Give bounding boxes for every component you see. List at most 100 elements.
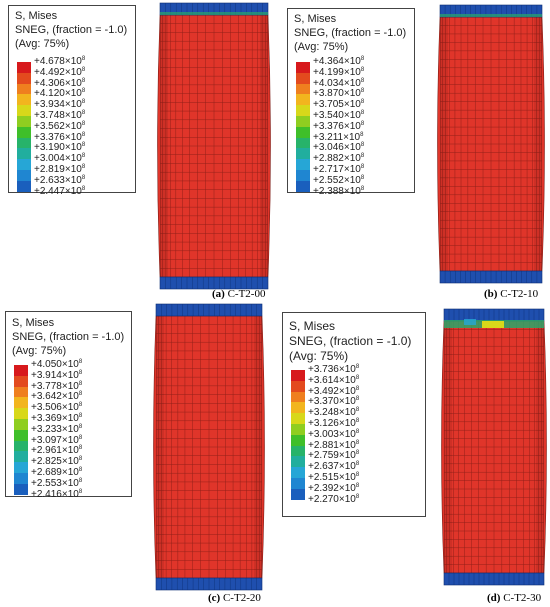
legend-swatch [296, 72, 310, 84]
legend-swatch [291, 434, 305, 446]
legend-value: +2.388×108 [313, 185, 365, 197]
legend-swatch [17, 72, 31, 84]
legend-swatch [14, 483, 28, 495]
legend-swatch [291, 423, 305, 435]
legend-value: +2.392×108 [308, 482, 360, 494]
mesh-grid [160, 15, 268, 277]
legend-value: +2.637×108 [308, 461, 360, 473]
legend-swatch [14, 418, 28, 430]
legend-subtitle-d: SNEG, (fraction = -1.0) [289, 334, 412, 348]
legend-value: +4.050×108 [31, 359, 83, 370]
edge-shade-left [156, 316, 164, 578]
legend-subtitle-b: SNEG, (fraction = -1.0) [294, 27, 407, 39]
legend-value: +3.369×108 [31, 412, 83, 424]
legend-swatch [291, 445, 305, 457]
legend-swatch [17, 169, 31, 181]
legend-swatch [17, 62, 31, 73]
legend-swatch [291, 456, 305, 468]
legend-swatch [296, 83, 310, 95]
legend-value: +2.270×108 [308, 493, 360, 505]
legend-value: +4.678×108 [34, 56, 86, 67]
legend-swatch [14, 375, 28, 387]
legend-value: +2.553×108 [31, 477, 83, 489]
legend-c: S, Mises SNEG, (fraction = -1.0) (Avg: 7… [5, 311, 132, 499]
caption-b: (b) C-T2-10 [484, 288, 538, 300]
transition-band-top [160, 12, 268, 15]
legend-value: +3.190×108 [34, 142, 86, 154]
legend-swatch [296, 169, 310, 181]
legend-value: +3.376×108 [34, 131, 86, 143]
legend-value: +2.515×108 [308, 471, 360, 483]
legend-swatch [14, 440, 28, 452]
legend-subtitle-a: SNEG, (fraction = -1.0) [15, 24, 128, 36]
caption-c: (c) C-T2-20 [208, 592, 261, 604]
legend-value: +3.492×108 [308, 385, 360, 397]
edge-shade-right [260, 15, 268, 277]
legend-swatch [17, 148, 31, 160]
transition-band-top [440, 14, 542, 17]
legend-swatch [296, 105, 310, 116]
legend-swatch [17, 94, 31, 106]
legend-value: +2.447×108 [34, 185, 86, 197]
legend-swatch [296, 180, 310, 192]
legend-value: +2.416×108 [31, 488, 83, 500]
legend-value: +3.097×108 [31, 434, 83, 446]
legend-value: +4.199×108 [313, 66, 365, 78]
legend-swatch [17, 159, 31, 170]
legend-avg-a: (Avg: 75%) [15, 38, 70, 50]
legend-title-a: S, Mises [15, 10, 58, 22]
legend-swatch [291, 391, 305, 403]
legend-swatch [291, 488, 305, 500]
legend-value: +2.717×108 [313, 163, 365, 175]
legend-value: +3.540×108 [313, 109, 365, 121]
legend-swatch [296, 94, 310, 106]
legend-value: +4.120×108 [34, 88, 86, 100]
legend-a: S, Mises SNEG, (fraction = -1.0) (Avg: 7… [8, 5, 136, 196]
cylinder-model-c [153, 303, 265, 591]
legend-swatch [291, 413, 305, 424]
legend-swatch [14, 462, 28, 473]
legend-value: +2.689×108 [31, 466, 83, 478]
mesh-grid [440, 17, 542, 271]
caption-text-d: C-T2-30 [503, 592, 542, 604]
edge-shade-right [536, 321, 544, 573]
legend-value: +3.248×108 [308, 407, 360, 419]
legend-value: +2.633×108 [34, 174, 86, 186]
legend-swatch [291, 370, 305, 381]
legend-swatch [14, 451, 28, 463]
legend-swatch [14, 365, 28, 376]
legend-value: +3.046×108 [313, 142, 365, 154]
legend-value: +4.492×108 [34, 66, 86, 78]
legend-swatch [14, 472, 28, 484]
legend-swatch [296, 137, 310, 149]
legend-value: +3.748×108 [34, 109, 86, 121]
legend-value: +3.562×108 [34, 120, 86, 132]
legend-subtitle-c: SNEG, (fraction = -1.0) [12, 331, 125, 343]
legend-value: +2.819×108 [34, 163, 86, 175]
stress-zone-cyan [464, 319, 476, 325]
legend-value: +2.825×108 [31, 456, 83, 468]
caption-letter-b: (b) [484, 288, 498, 300]
legend-swatch [296, 148, 310, 160]
legend-value: +3.914×108 [31, 369, 83, 381]
edge-shade-right [254, 316, 262, 578]
legend-value: +3.642×108 [31, 391, 83, 403]
caption-a: (a) C-T2-00 [212, 288, 265, 300]
legend-swatch [14, 397, 28, 409]
legend-swatch [17, 105, 31, 116]
legend-value: +3.003×108 [308, 428, 360, 440]
legend-value: +4.034×108 [313, 77, 365, 89]
legend-value: +2.552×108 [313, 174, 365, 186]
mesh-grid [444, 321, 544, 573]
edge-shade-left [440, 17, 448, 271]
legend-avg-b: (Avg: 75%) [294, 41, 349, 53]
edge-shade-left [444, 321, 452, 573]
legend-swatch [17, 83, 31, 95]
stress-hotspot [482, 321, 504, 328]
caption-text-c: C-T2-20 [222, 592, 261, 604]
mesh-grid [156, 316, 262, 578]
legend-swatch [17, 115, 31, 127]
legend-value: +4.364×108 [313, 56, 365, 67]
legend-value: +3.211×108 [313, 131, 364, 143]
caption-letter-c: (c) [208, 592, 221, 604]
